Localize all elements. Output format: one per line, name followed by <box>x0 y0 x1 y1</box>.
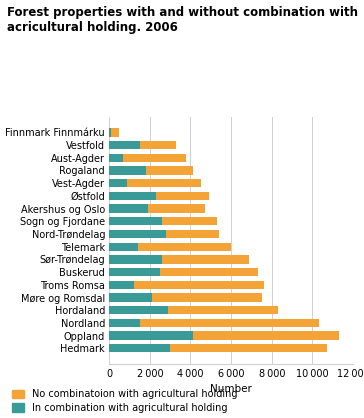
Bar <box>162 255 249 263</box>
Bar <box>162 217 217 225</box>
Bar <box>148 204 205 213</box>
Bar <box>193 331 339 340</box>
Bar <box>170 344 327 352</box>
Bar <box>140 141 176 149</box>
Text: Forest properties with and without combination with
acricultural holding. 2006: Forest properties with and without combi… <box>7 6 358 34</box>
Bar <box>127 179 201 187</box>
Bar <box>134 280 264 289</box>
Bar <box>152 293 262 302</box>
Bar <box>140 319 318 327</box>
Bar <box>109 306 168 314</box>
Bar <box>109 179 127 187</box>
Bar <box>109 293 152 302</box>
Bar <box>109 154 123 162</box>
Bar <box>109 331 193 340</box>
Bar <box>109 128 111 137</box>
Bar <box>109 230 166 238</box>
Bar <box>109 255 162 263</box>
Bar <box>156 192 209 200</box>
X-axis label: Number: Number <box>210 384 252 394</box>
Bar <box>109 217 162 225</box>
Bar <box>109 141 140 149</box>
Bar <box>160 268 258 276</box>
Bar <box>123 154 186 162</box>
Bar <box>109 242 138 251</box>
Bar <box>109 280 134 289</box>
Bar <box>168 306 278 314</box>
Bar <box>109 166 146 175</box>
Bar <box>111 128 119 137</box>
Bar <box>109 192 156 200</box>
Bar <box>146 166 193 175</box>
Bar <box>166 230 219 238</box>
Bar <box>138 242 231 251</box>
Legend: No combinatoion with agricultural holding, In combination with agricultural hold: No combinatoion with agricultural holdin… <box>12 389 237 413</box>
Bar <box>109 268 160 276</box>
Bar <box>109 204 148 213</box>
Bar <box>109 319 140 327</box>
Bar <box>109 344 170 352</box>
